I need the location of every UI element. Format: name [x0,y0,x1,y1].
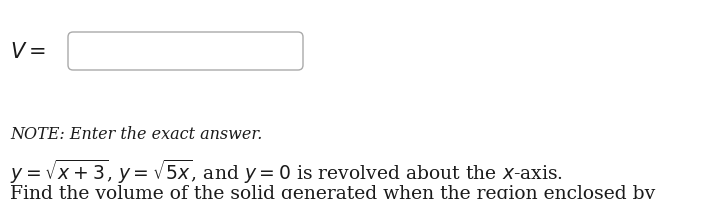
Text: $y = \sqrt{x+3}$, $y = \sqrt{5x}$, and $y = 0$ is revolved about the $x$-axis.: $y = \sqrt{x+3}$, $y = \sqrt{5x}$, and $… [10,158,563,186]
Text: $V =$: $V =$ [10,42,46,62]
Text: Find the volume of the solid generated when the region enclosed by: Find the volume of the solid generated w… [10,185,655,199]
Text: NOTE: Enter the exact answer.: NOTE: Enter the exact answer. [10,126,262,143]
FancyBboxPatch shape [68,32,303,70]
